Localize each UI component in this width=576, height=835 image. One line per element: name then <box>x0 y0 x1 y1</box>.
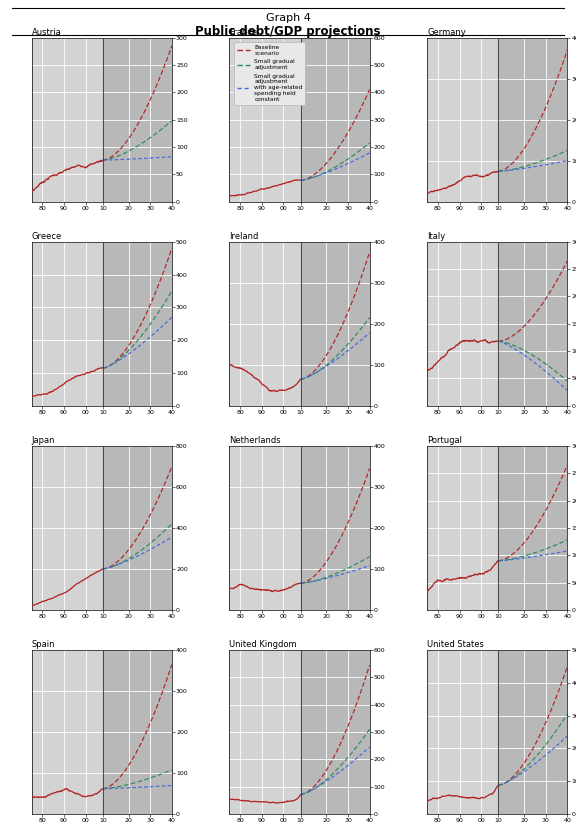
Text: Public debt/GDP projections: Public debt/GDP projections <box>195 25 381 38</box>
Bar <box>301 242 370 406</box>
Bar <box>427 650 498 814</box>
Text: United States: United States <box>427 640 484 650</box>
Bar <box>229 650 301 814</box>
Bar <box>498 446 567 610</box>
Bar <box>103 38 172 202</box>
Bar <box>103 242 172 406</box>
Text: Ireland: Ireland <box>229 232 259 241</box>
Bar <box>103 650 172 814</box>
Text: France: France <box>229 28 257 37</box>
Text: United Kingdom: United Kingdom <box>229 640 297 650</box>
Text: Italy: Italy <box>427 232 445 241</box>
Text: Greece: Greece <box>32 232 62 241</box>
Text: Graph 4: Graph 4 <box>266 13 310 23</box>
Bar <box>229 446 301 610</box>
Legend: Baseline
scenario, Small gradual
adjustment, Small gradual
adjustment
with age-r: Baseline scenario, Small gradual adjustm… <box>234 42 305 104</box>
Bar <box>301 650 370 814</box>
Bar <box>498 38 567 202</box>
Bar <box>427 38 498 202</box>
Bar <box>427 446 498 610</box>
Bar <box>427 242 498 406</box>
Text: Spain: Spain <box>32 640 55 650</box>
Bar <box>301 446 370 610</box>
Bar <box>229 242 301 406</box>
Bar <box>32 650 103 814</box>
Bar <box>301 38 370 202</box>
Bar <box>498 242 567 406</box>
Text: Portugal: Portugal <box>427 436 462 445</box>
Bar <box>498 650 567 814</box>
Bar <box>229 38 301 202</box>
Bar <box>103 446 172 610</box>
Bar <box>32 38 103 202</box>
Text: Germany: Germany <box>427 28 466 37</box>
Text: Japan: Japan <box>32 436 55 445</box>
Text: Netherlands: Netherlands <box>229 436 281 445</box>
Bar <box>32 446 103 610</box>
Text: Austria: Austria <box>32 28 62 37</box>
Bar <box>32 242 103 406</box>
